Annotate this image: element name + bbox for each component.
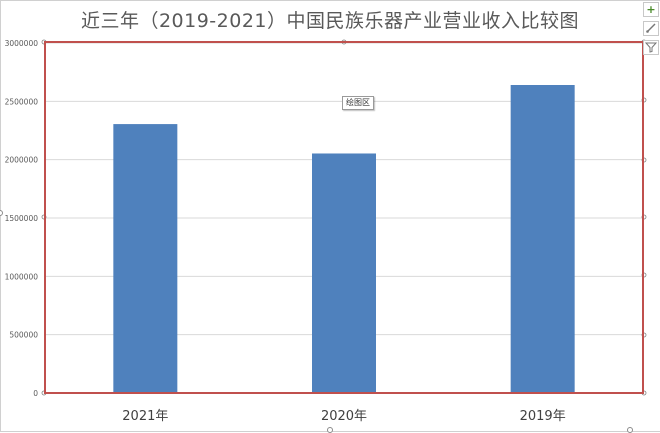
chart-title: 近三年（2019-2021）中国民族乐器产业营业收入比较图: [80, 10, 580, 32]
x-tick-label: 2020年: [321, 409, 367, 424]
filter-icon: [644, 42, 658, 53]
x-tick-label: 2021年: [122, 409, 168, 424]
plot-area-tooltip: 绘图区: [342, 96, 374, 110]
y-tick-label: 2000000: [5, 156, 39, 165]
bar: [510, 85, 575, 393]
resize-handle-bottom-right[interactable]: [627, 427, 633, 433]
y-tick-label: 500000: [9, 331, 38, 340]
resize-handle-bottom[interactable]: [327, 427, 333, 433]
bar: [113, 124, 178, 393]
chart-styles-button[interactable]: [643, 21, 659, 36]
y-tick-label: 1000000: [5, 272, 39, 281]
plus-icon: +: [646, 3, 656, 16]
chart-elements-button[interactable]: +: [643, 2, 659, 17]
y-tick-label: 0: [33, 389, 38, 398]
bar: [312, 153, 376, 393]
x-tick-label: 2019年: [520, 409, 566, 424]
plot-area[interactable]: [44, 41, 644, 394]
brush-icon: [646, 23, 656, 33]
chart-filters-button[interactable]: [643, 40, 659, 55]
y-tick-label: 3000000: [5, 39, 39, 48]
y-tick-label: 2500000: [5, 97, 39, 106]
y-tick-label: 1500000: [5, 214, 39, 223]
selection-frame-left: [0, 0, 1, 432]
resize-handle-left[interactable]: [0, 210, 3, 216]
selection-frame-top: [0, 0, 660, 1]
